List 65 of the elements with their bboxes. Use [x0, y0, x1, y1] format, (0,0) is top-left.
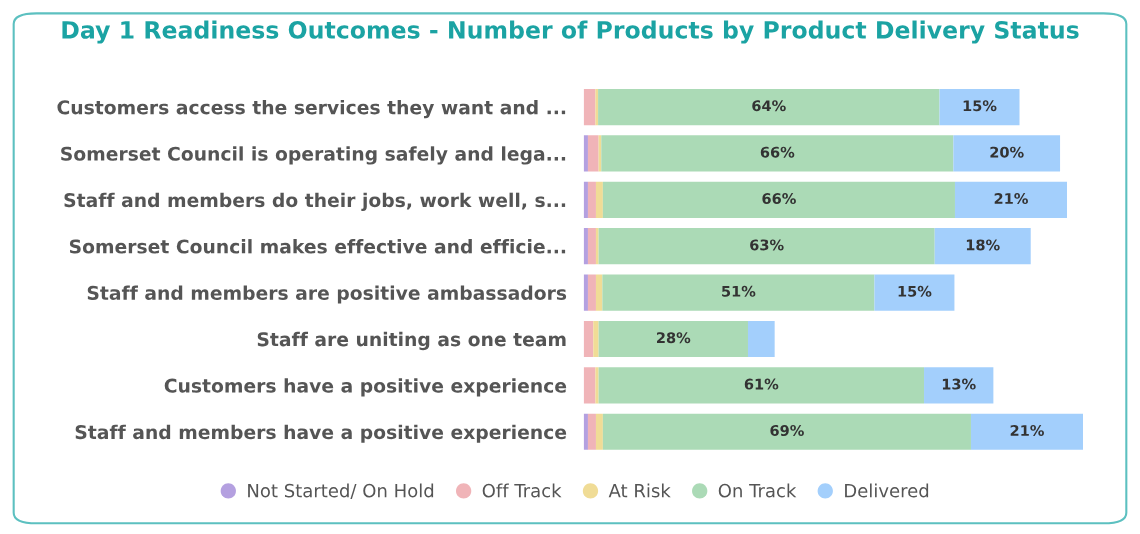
data-label: 61%: [744, 378, 779, 390]
data-label: 18%: [966, 239, 1000, 251]
legend-label: Off Track: [482, 483, 562, 498]
data-label: 28%: [657, 332, 691, 344]
y-tick-label: Customers access the services they want and ...: [57, 99, 566, 119]
bar: [595, 274, 603, 311]
data-label: 20%: [990, 146, 1024, 158]
y-tick-label: Somerset Council makes effective and efficie...: [69, 239, 566, 254]
bar: [583, 181, 588, 218]
y-tick-label: Staff are uniting as one team: [257, 331, 566, 351]
bar: [924, 367, 994, 404]
bar: [598, 367, 925, 404]
data-label: 15%: [898, 285, 932, 297]
bar: [583, 135, 588, 172]
data-label: 51%: [722, 285, 756, 297]
y-tick-label: Staff and members do their jobs, work well, s...: [64, 192, 566, 211]
data-label: 13%: [942, 378, 976, 390]
bar: [601, 135, 954, 172]
bar: [598, 320, 748, 358]
data-label: 66%: [762, 193, 796, 205]
data-label: 64%: [752, 100, 786, 112]
bar: [587, 228, 596, 265]
y-tick-label: Customers have a positive experience: [164, 378, 567, 397]
bar: [874, 274, 955, 311]
data-label: 63%: [750, 239, 784, 251]
bar: [587, 181, 596, 218]
bar: [602, 274, 875, 311]
data-label: 21%: [994, 193, 1028, 205]
bar: [747, 320, 775, 358]
bar: [602, 181, 955, 218]
y-tick-label: Somerset Council is operating safely and lega...: [61, 146, 566, 165]
bar: [583, 88, 596, 126]
data-label: 69%: [770, 424, 804, 436]
bar: [587, 135, 599, 172]
data-label: 66%: [760, 146, 795, 158]
legend-label: Not Started/ On Hold: [248, 483, 434, 499]
data-label: 15%: [963, 100, 997, 112]
bar: [595, 88, 599, 126]
bar: [602, 413, 971, 450]
bar: [953, 135, 1061, 172]
legend-label: On Track: [718, 483, 797, 498]
bar: [939, 88, 1020, 126]
bar: [583, 228, 588, 265]
bar: [587, 274, 596, 311]
bar: [598, 228, 935, 265]
bar: [595, 413, 603, 450]
bar: [583, 367, 596, 404]
bar: [970, 413, 1083, 450]
bar: [583, 320, 594, 358]
bar: [595, 367, 599, 404]
bar: [598, 88, 940, 126]
bar: [595, 228, 599, 265]
bar: [583, 274, 588, 311]
bar: [583, 413, 588, 450]
y-tick-label: Staff and members are positive ambassadors: [87, 285, 567, 304]
bar: [934, 228, 1031, 265]
legend-label: Delivered: [845, 483, 929, 498]
bar: [587, 413, 596, 450]
legend-label: At Risk: [608, 483, 671, 498]
data-label: 21%: [1010, 424, 1044, 436]
y-tick-label: Staff and members have a positive experience: [75, 424, 567, 443]
chart-title: Day 1 Readiness Outcomes - Number of Products by Product Delivery Status: [62, 20, 1079, 44]
bar: [595, 181, 603, 218]
bar: [593, 320, 599, 358]
bar: [954, 181, 1067, 218]
